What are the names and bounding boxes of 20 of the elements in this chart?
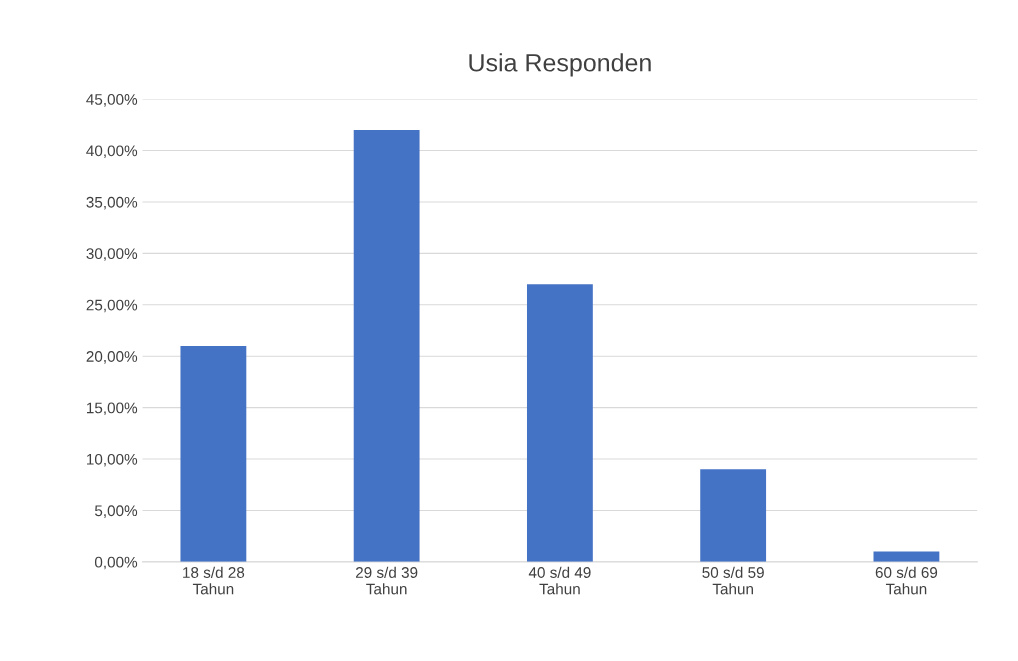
y-tick-label: 35,00% (86, 196, 138, 210)
x-tick-label: 29 s/d 39 Tahun (355, 566, 418, 595)
bar (700, 469, 767, 562)
y-tick-label: 25,00% (86, 299, 138, 313)
bar (180, 345, 247, 562)
y-tick-label: 45,00% (86, 94, 138, 107)
chart-title: Usia Responden (469, 53, 651, 77)
bar (526, 284, 593, 562)
y-tick-label: 0,00% (94, 556, 138, 570)
y-tick-label: 5,00% (94, 505, 138, 518)
y-tick-label: 15,00% (87, 402, 138, 416)
y-tick-label: 40,00% (86, 145, 138, 159)
y-tick-label: 10,00% (87, 453, 138, 467)
x-tick-label: 60 s/d 69 Tahun (875, 566, 938, 595)
x-tick-label: 50 s/d 59 Tahun (702, 566, 764, 595)
bar (353, 130, 420, 562)
y-tick-label: 30,00% (86, 248, 138, 261)
x-tick-label: 40 s/d 49 Tahun (528, 566, 591, 595)
y-tick-label: 20,00% (86, 351, 138, 364)
x-tick-label: 18 s/d 28 Tahun (183, 566, 245, 595)
